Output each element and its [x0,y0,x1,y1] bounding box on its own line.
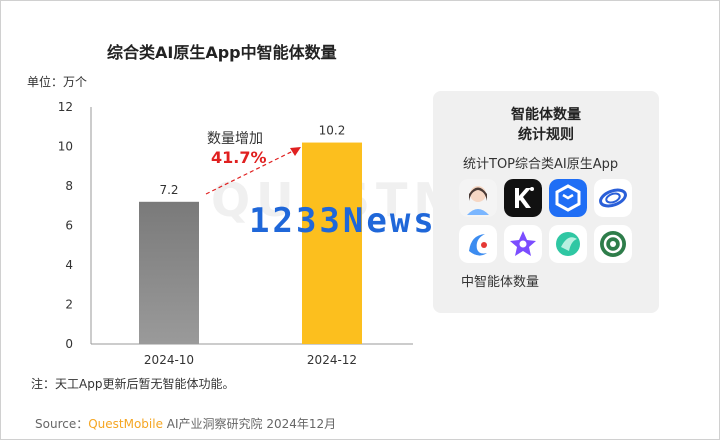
news-watermark: 1233News [249,201,437,241]
panel-title-line2: 统计规则 [518,127,574,143]
bar-value-label: 7.2 [159,183,178,197]
panel-title: 智能体数量 统计规则 [433,105,659,145]
source-brand: QuestMobile [88,417,163,431]
source-line: Source：QuestMobile AI产业洞察研究院 2024年12月 [35,415,336,432]
unit-label: 单位：万个 [27,75,88,89]
source-prefix: Source： [35,417,89,431]
app-icon-grid [459,179,632,263]
y-tick-label: 4 [65,258,73,272]
panel-title-line1: 智能体数量 [511,107,581,123]
y-tick-label: 10 [58,140,73,154]
avatar-app-icon [459,179,497,217]
growth-arrow-head [290,147,301,156]
growth-value: 41.7% [211,148,267,167]
source-rest: AI产业洞察研究院 2024年12月 [162,417,337,431]
footnote: 注：天工App更新后暂无智能体功能。 [31,377,235,391]
y-tick-label: 8 [65,179,73,193]
spiral-app-icon [594,225,632,263]
wave-app-icon [459,225,497,263]
y-tick-label: 12 [58,100,73,114]
chart-title: 综合类AI原生App中智能体数量 [107,43,337,62]
bar [139,201,199,344]
growth-arrow-line [205,150,294,195]
panel-subtitle: 统计TOP综合类AI原生App [463,157,619,172]
bar [302,142,362,344]
y-tick-label: 2 [65,298,73,312]
x-tick-label: 2024-10 [144,353,194,367]
y-tick-label: 0 [65,337,73,351]
leaf-app-icon [549,225,587,263]
k-letter-app-icon [504,179,542,217]
rules-panel: 智能体数量 统计规则 统计TOP综合类AI原生App [433,91,659,313]
x-tick-label: 2024-12 [307,353,357,367]
cube-app-icon [549,179,587,217]
orbit-app-icon [594,179,632,217]
star-app-icon [504,225,542,263]
panel-footer: 中智能体数量 [461,275,540,290]
y-tick-label: 6 [65,219,73,233]
bar-value-label: 10.2 [319,124,346,138]
growth-label: 数量增加 [207,131,263,147]
